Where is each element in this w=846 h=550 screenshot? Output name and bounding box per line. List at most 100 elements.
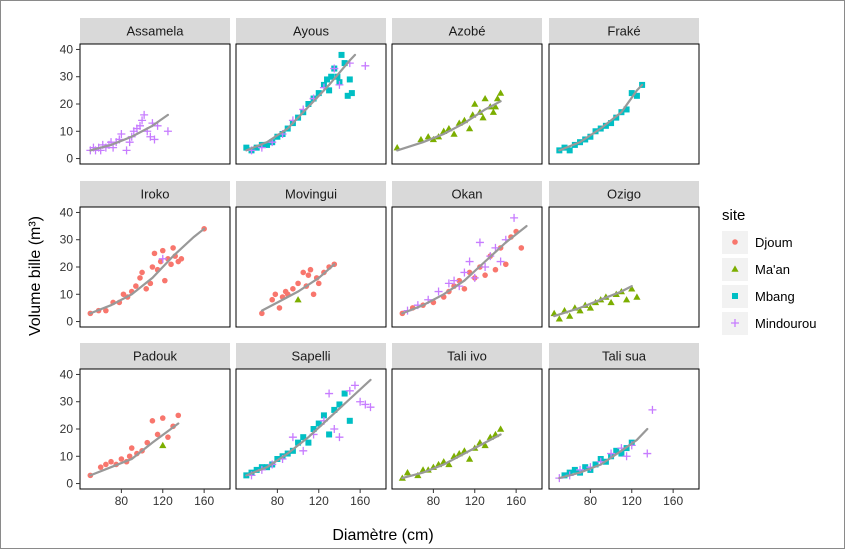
panel-padouk: Padouk 80 120 160 0 10 20 30 40 bbox=[60, 343, 231, 508]
point-djoum bbox=[290, 286, 296, 292]
fit-curve-ayous bbox=[245, 53, 357, 152]
point-ma-an bbox=[493, 94, 502, 102]
legend: Djoum Ma'an Mbang Mindourou bbox=[722, 231, 816, 335]
x-tick-label: 120 bbox=[153, 494, 173, 508]
plot-marks-ozigo bbox=[550, 285, 641, 322]
fit-curve-iroko bbox=[89, 227, 206, 315]
point-mbang bbox=[315, 90, 322, 97]
panel-frak: Fraké bbox=[548, 18, 700, 165]
point-djoum bbox=[492, 266, 499, 273]
point-djoum bbox=[97, 464, 104, 470]
x-tick-label: 120 bbox=[309, 494, 329, 508]
plot-marks-assamela bbox=[86, 110, 172, 155]
fit-curve-padouk bbox=[89, 422, 180, 477]
panel-assamela: Assamela 0 10 20 30 40 bbox=[60, 18, 231, 166]
point-ma-an bbox=[417, 135, 425, 143]
point-mindourou bbox=[163, 127, 172, 136]
panel-sapelli: Sapelli 80 120 160 bbox=[235, 343, 387, 508]
point-mbang bbox=[300, 434, 307, 441]
point-mindourou bbox=[158, 254, 167, 263]
strip-label-frak: Fraké bbox=[607, 24, 640, 39]
strip-azob bbox=[392, 18, 542, 44]
point-djoum bbox=[269, 296, 276, 303]
panel-tali-sua: Tali sua 80 120 160 bbox=[548, 343, 700, 508]
x-tick-label: 160 bbox=[506, 494, 526, 508]
point-mindourou bbox=[150, 135, 159, 144]
point-ma-an bbox=[471, 100, 479, 107]
point-ma-an bbox=[481, 94, 489, 102]
point-mbang bbox=[566, 147, 573, 154]
point-djoum bbox=[170, 245, 176, 251]
strip-tali-sua bbox=[549, 343, 699, 369]
point-mindourou bbox=[288, 433, 297, 442]
legend-marker-ma-an bbox=[731, 265, 739, 272]
point-mindourou bbox=[330, 64, 339, 73]
point-djoum bbox=[108, 458, 114, 465]
y-tick-label: 20 bbox=[60, 422, 74, 436]
y-tick-label: 30 bbox=[60, 70, 74, 84]
y-tick-label: 0 bbox=[66, 152, 73, 166]
point-mbang bbox=[295, 439, 302, 446]
strip-label-ayous: Ayous bbox=[293, 24, 329, 39]
point-mbang bbox=[341, 60, 348, 67]
y-tick-label: 10 bbox=[60, 287, 74, 301]
y-tick-label: 40 bbox=[60, 367, 74, 381]
point-djoum bbox=[143, 286, 150, 292]
fit-curve-ozigo bbox=[553, 285, 633, 318]
point-djoum bbox=[315, 280, 322, 287]
y-tick-label: 10 bbox=[60, 449, 74, 463]
x-tick-label: 80 bbox=[427, 494, 441, 508]
point-djoum bbox=[103, 307, 109, 314]
point-ma-an bbox=[576, 307, 584, 314]
point-mbang bbox=[253, 144, 260, 151]
point-mindourou bbox=[356, 397, 365, 406]
point-mindourou bbox=[330, 425, 339, 433]
legend-marker-mindourou bbox=[731, 319, 739, 327]
point-ma-an bbox=[586, 304, 594, 311]
point-mindourou bbox=[470, 273, 479, 282]
point-mbang bbox=[348, 90, 355, 97]
plot-marks-tali-ivo bbox=[398, 425, 505, 481]
point-djoum bbox=[103, 461, 109, 468]
point-mbang bbox=[310, 426, 317, 432]
strip-label-azob: Azobé bbox=[449, 24, 486, 39]
strip-assamela bbox=[80, 18, 230, 44]
point-djoum bbox=[118, 456, 125, 462]
plot-marks-ayous bbox=[243, 51, 370, 155]
plot-marks-sapelli bbox=[243, 378, 375, 480]
point-mbang bbox=[274, 133, 281, 140]
point-mindourou bbox=[460, 268, 469, 277]
point-ma-an bbox=[607, 298, 615, 306]
fit-curve-frak bbox=[558, 83, 644, 152]
y-tick-label: 30 bbox=[60, 233, 74, 247]
strip-label-iroko: Iroko bbox=[141, 187, 170, 202]
point-djoum bbox=[482, 272, 488, 278]
fit-curve-movingui bbox=[260, 263, 336, 312]
strip-iroko bbox=[80, 181, 230, 207]
strip-label-okan: Okan bbox=[451, 187, 482, 202]
point-mindourou bbox=[465, 257, 474, 266]
plot-marks-azob bbox=[393, 89, 505, 152]
point-mindourou bbox=[361, 61, 370, 70]
point-mbang bbox=[253, 466, 260, 473]
point-djoum bbox=[137, 275, 143, 281]
point-djoum bbox=[295, 280, 301, 287]
point-djoum bbox=[300, 269, 307, 276]
point-djoum bbox=[272, 291, 279, 298]
x-tick-label: 80 bbox=[271, 494, 285, 508]
point-mindourou bbox=[136, 121, 144, 130]
point-djoum bbox=[159, 247, 166, 254]
point-mindourou bbox=[350, 381, 359, 390]
y-tick-label: 40 bbox=[60, 205, 74, 219]
point-mindourou bbox=[122, 146, 131, 155]
point-mbang bbox=[328, 73, 335, 80]
point-mbang bbox=[571, 466, 578, 473]
point-mbang bbox=[592, 461, 599, 468]
point-mindourou bbox=[444, 279, 453, 288]
strip-movingui bbox=[236, 181, 386, 207]
point-mbang bbox=[324, 76, 331, 83]
point-djoum bbox=[120, 291, 127, 298]
point-mbang bbox=[633, 92, 640, 99]
